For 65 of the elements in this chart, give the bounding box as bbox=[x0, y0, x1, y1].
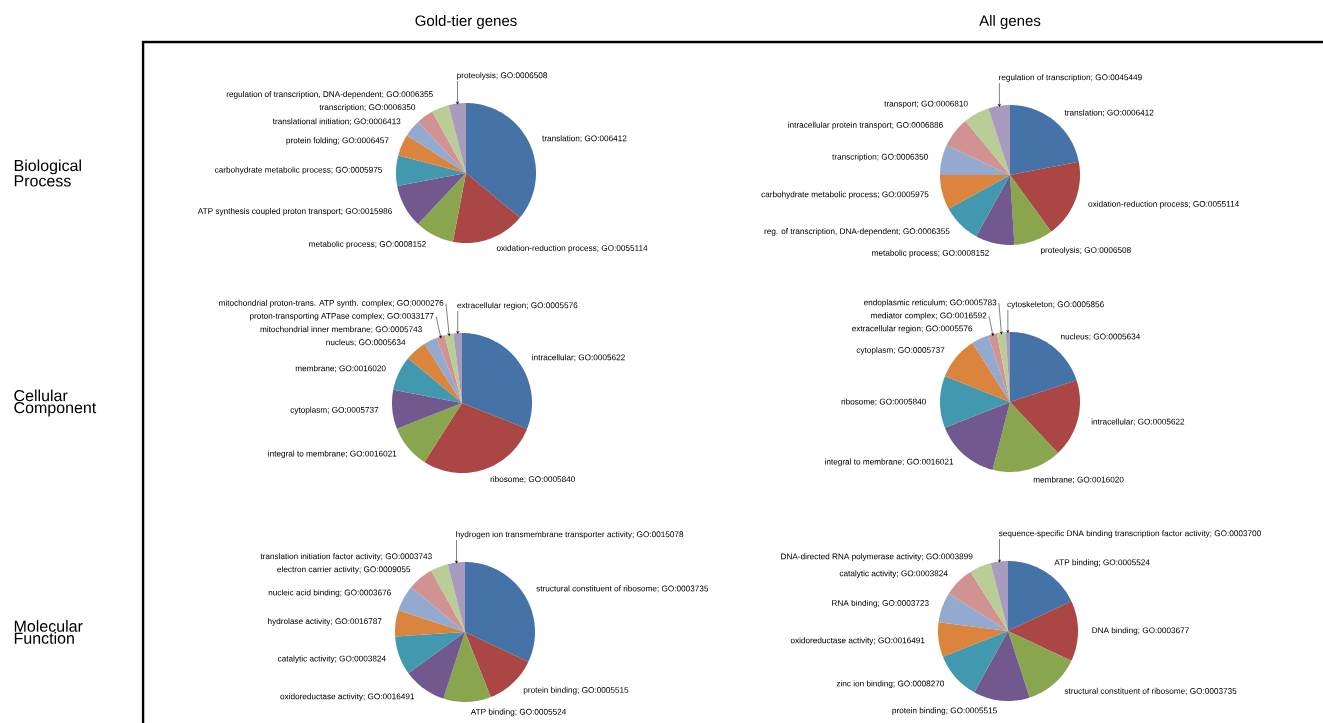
slice-label: RNA binding; GO:0003723 bbox=[832, 599, 929, 608]
slice-label: intracellular protein transport; GO:0006886 bbox=[788, 121, 943, 130]
slice-label: carbohydrate metabolic process; GO:0005975 bbox=[761, 191, 929, 199]
slice-label: sequence-specific DNA binding transcription factor activity; GO:0003700 bbox=[998, 530, 1261, 538]
slice-label: metabolic process; GO:0008152 bbox=[309, 240, 426, 249]
slice-label: extracellular region; GO:0005576 bbox=[457, 302, 578, 310]
slice-label: metabolic process; GO:0008152 bbox=[872, 249, 989, 258]
slice-label: nucleus; GO:0005634 bbox=[1061, 333, 1141, 341]
slice-label: translational initiation; GO:0006413 bbox=[272, 118, 401, 126]
text: Molecular Function bbox=[14, 620, 83, 644]
slice-label: proteolysis; GO:0006508 bbox=[1041, 246, 1131, 255]
slice-label: integral to membrane; GO:0016021 bbox=[268, 450, 397, 459]
slice-label: cytoplasm; GO:0005737 bbox=[856, 346, 945, 355]
slice-label: membrane; GO:0016020 bbox=[1033, 476, 1124, 484]
slice-label: structural constituent of ribosome; GO:0003735 bbox=[536, 585, 709, 593]
slice-label: hydrogen ion transmembrane transporter activity; GO:0015078 bbox=[456, 531, 684, 539]
slice-label: transport; GO:0006810 bbox=[884, 100, 968, 109]
slice-label: protein folding; GO:0006457 bbox=[286, 137, 389, 145]
slice-label: oxidation-reduction process; GO:0055114 bbox=[496, 244, 648, 253]
slice-label: catalytic activity; GO:0003824 bbox=[277, 655, 386, 664]
slice-label: hydrolase activity; GO:0016787 bbox=[268, 618, 382, 626]
slice-label: endoplasmic reticulum; GO:0005783 bbox=[863, 299, 997, 307]
slice-label: oxidation-reduction process; GO:0055114 bbox=[1088, 200, 1239, 209]
slice-label: proton-transporting ATPase complex; GO:0033177 bbox=[250, 312, 434, 321]
slice-label: regulation of transcription; GO:0045449 bbox=[999, 74, 1142, 82]
slice-label: nucleic acid binding; GO:0003676 bbox=[268, 589, 391, 598]
slice-label: membrane; GO:0016020 bbox=[295, 365, 386, 373]
slice-label: translation; GO:006412 bbox=[542, 135, 627, 143]
slice-label: electron carrier activity; GO:0009055 bbox=[277, 566, 411, 574]
slice-label: oxidoreductase activity; GO:0016491 bbox=[280, 693, 415, 701]
slice-label: protein binding; GO:0005515 bbox=[892, 707, 997, 715]
slice-label: translation initiation factor activity; GO:0003743 bbox=[260, 553, 432, 561]
slice-label: mitochondrial inner membrane; GO:0005743 bbox=[260, 326, 422, 334]
slice-label: transcription; GO:0006350 bbox=[832, 153, 928, 162]
slice-label: mitochondrial proton-trans. ATP synth. complex; GO:0000276 bbox=[219, 299, 444, 308]
slice-label: protein binding; GO:0005515 bbox=[523, 686, 629, 695]
slice-label: ribosome; GO:0005840 bbox=[490, 476, 575, 484]
slice-label: cytoskeleton; GO:0005856 bbox=[1007, 301, 1104, 309]
chart-title: All genes bbox=[979, 15, 1041, 29]
slice-label: carbohydrate metabolic process; GO:0005975 bbox=[214, 166, 382, 175]
slice-label: reg. of transcription, DNA-dependent; GO:0006355 bbox=[764, 228, 950, 236]
text: Cellular Component bbox=[14, 389, 97, 417]
slice-label: translation; GO:0006412 bbox=[1064, 109, 1154, 117]
slice-label: intracellular; GO:0005622 bbox=[1091, 418, 1185, 426]
slice-label: ATP synthesis coupled proton transport; GO:0015986 bbox=[197, 207, 392, 216]
slice-label: oxidoreductase activity; GO:0016491 bbox=[790, 637, 925, 645]
slice-label: zinc ion binding; GO:0008270 bbox=[836, 680, 945, 689]
slice-label: intracellular; GO:0005622 bbox=[532, 354, 625, 362]
slice-label: regulation of transcription, DNA-dependent; GO:0006355 bbox=[226, 91, 433, 99]
slice-label: integral to membrane; GO:0016021 bbox=[825, 458, 954, 467]
slice-label: mediator complex; GO:0016592 bbox=[871, 312, 987, 320]
slice-label: ATP binding; GO:0005524 bbox=[1054, 559, 1150, 567]
slice-label: proteolysis; GO:0006508 bbox=[457, 72, 548, 80]
slice-label: ribosome; GO:0005840 bbox=[841, 398, 926, 406]
slice-label: structural constituent of ribosome; GO:0003735 bbox=[1064, 687, 1237, 695]
slice-label: transcription; GO:0006350 bbox=[319, 104, 416, 112]
slice-label: DNA-directed RNA polymerase activity; GO:0003899 bbox=[781, 553, 973, 561]
text: Biological Process bbox=[14, 159, 81, 187]
slice-label: ATP binding; GO:0005524 bbox=[470, 708, 567, 717]
slice-label: nucleus; GO:0005634 bbox=[326, 339, 406, 347]
slice-label: DNA binding; GO:0003677 bbox=[1092, 627, 1189, 635]
chart-title: Gold-tier genes bbox=[415, 15, 517, 29]
slice-label: extracellular region; GO:0005576 bbox=[852, 325, 973, 333]
slice-label: cytoplasm; GO:0005737 bbox=[290, 406, 379, 415]
slice-label: catalytic activity; GO:0003824 bbox=[839, 570, 948, 578]
